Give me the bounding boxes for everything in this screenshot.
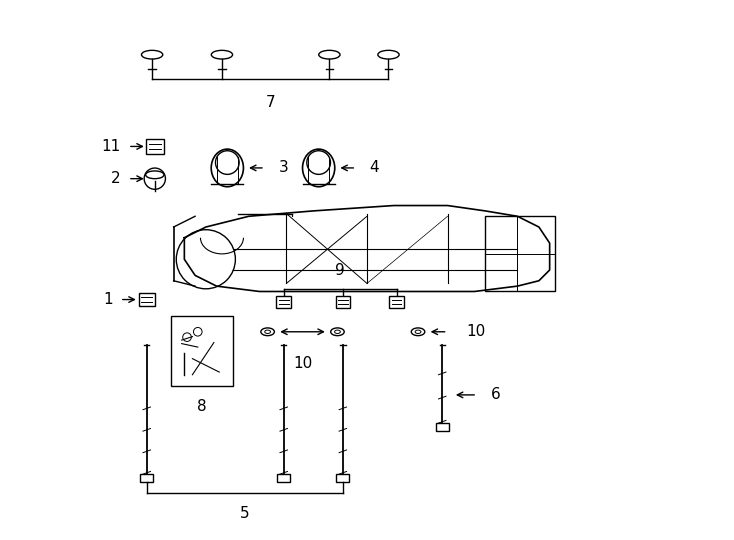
- Text: 7: 7: [266, 96, 275, 110]
- Text: 3: 3: [278, 160, 288, 176]
- Bar: [140, 474, 153, 482]
- Text: 6: 6: [490, 387, 501, 402]
- Bar: [335, 296, 350, 308]
- Bar: [146, 139, 164, 154]
- Bar: [171, 316, 233, 386]
- Text: 1: 1: [103, 292, 114, 307]
- Text: 2: 2: [112, 171, 121, 186]
- Bar: [277, 474, 290, 482]
- Bar: [389, 296, 404, 308]
- Text: 5: 5: [240, 507, 250, 522]
- Bar: [139, 293, 155, 306]
- Bar: [436, 423, 448, 431]
- Text: 10: 10: [293, 356, 312, 371]
- Text: 4: 4: [370, 160, 379, 176]
- Bar: [485, 217, 555, 292]
- Text: 11: 11: [102, 139, 121, 154]
- Text: 8: 8: [197, 399, 206, 414]
- Text: 9: 9: [335, 263, 345, 278]
- Bar: [336, 474, 349, 482]
- Text: 10: 10: [466, 325, 486, 339]
- Bar: [277, 296, 291, 308]
